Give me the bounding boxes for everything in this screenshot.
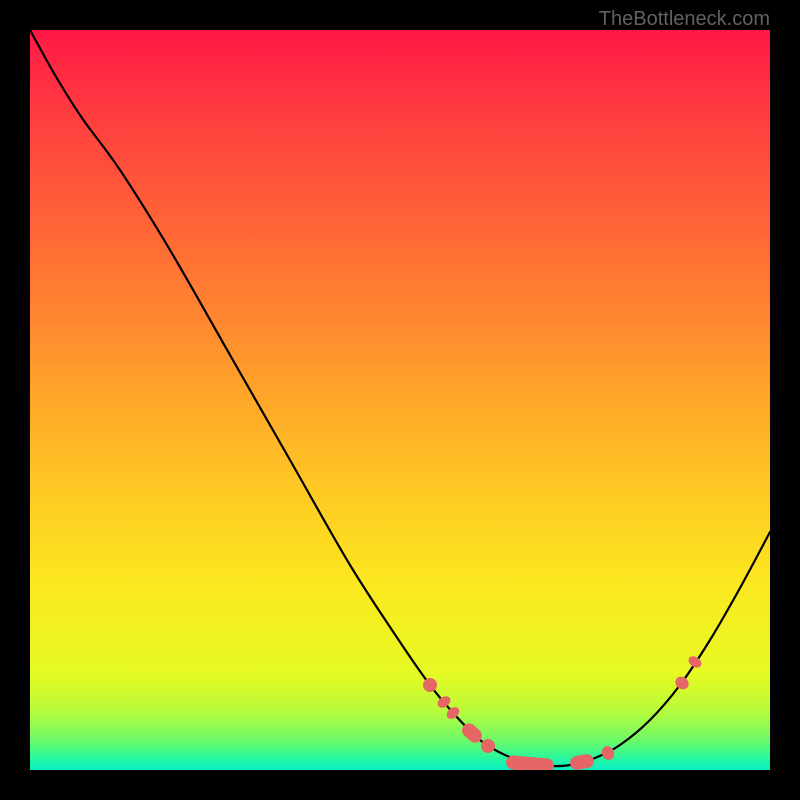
marker-group [420,654,703,770]
curve-marker [478,736,498,756]
plot-area [30,30,770,770]
bottleneck-curve [30,30,770,766]
curve-marker [600,744,617,762]
curve-marker [686,654,703,670]
curve-marker [569,753,595,770]
curve-layer [30,30,770,770]
curve-marker [505,755,554,770]
watermark-text: TheBottleneck.com [599,8,770,31]
chart-container: TheBottleneck.com [0,0,800,800]
curve-marker [420,675,439,694]
